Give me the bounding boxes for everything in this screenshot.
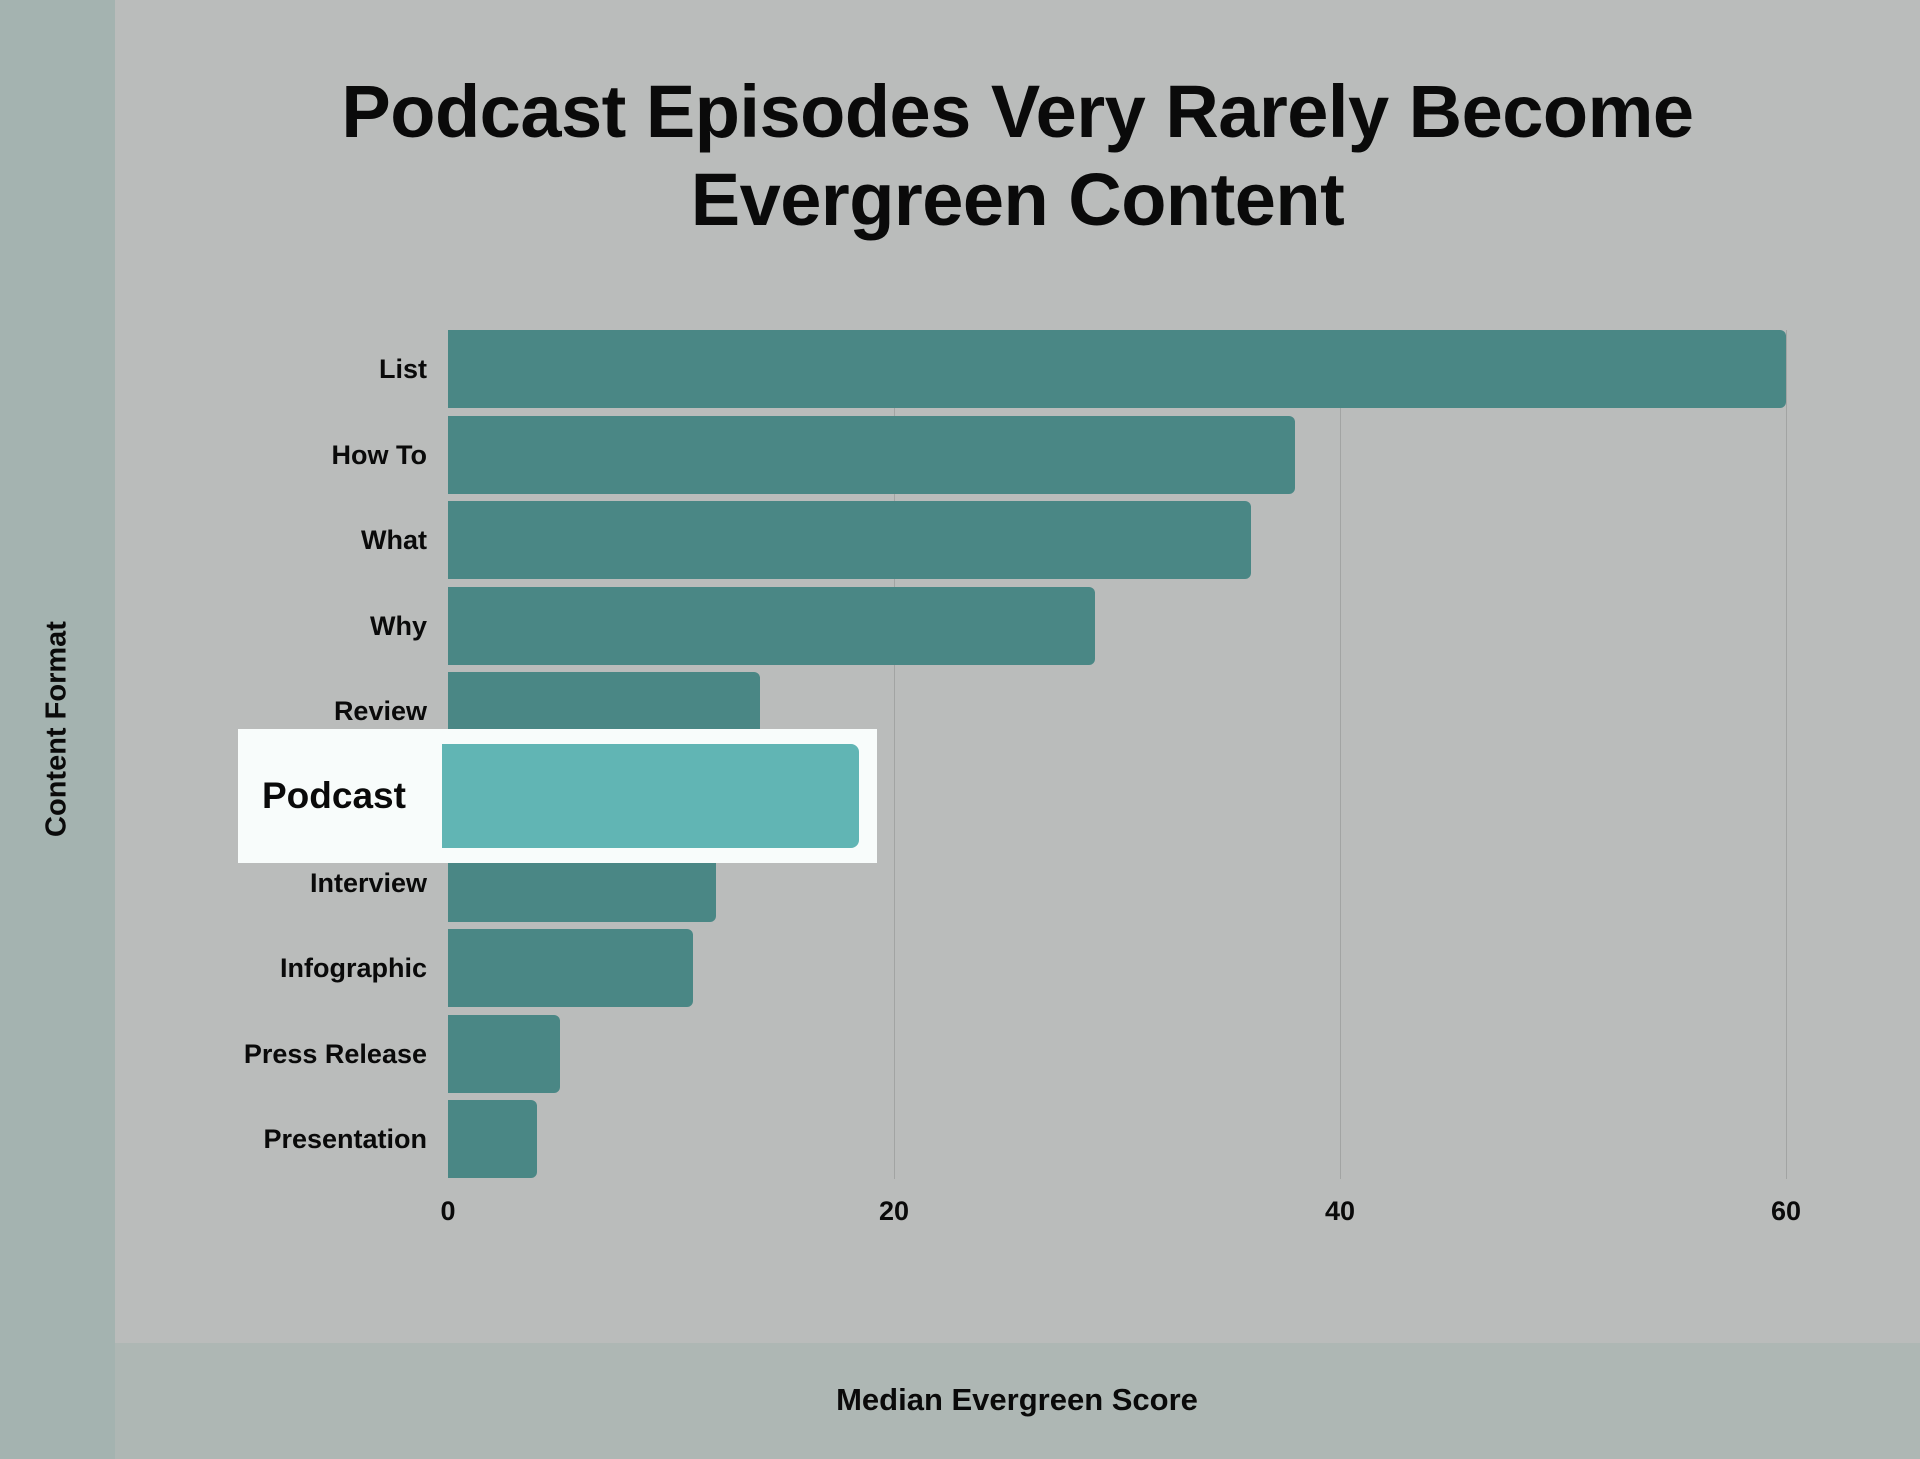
x-axis-band: Median Evergreen Score <box>115 1343 1920 1459</box>
podcast-highlight-bar <box>442 744 859 848</box>
category-label: List <box>378 354 427 384</box>
category-label: Review <box>333 696 427 726</box>
bar-presentation <box>448 1100 537 1178</box>
x-tick-20: 20 <box>878 1196 910 1226</box>
bar-infographic <box>448 929 693 1007</box>
bar-what <box>448 501 1251 579</box>
category-label: Interview <box>309 868 427 898</box>
gridline-20 <box>894 330 895 1179</box>
x-tick-40: 40 <box>1324 1196 1356 1226</box>
category-label: How To <box>331 440 427 470</box>
chart-title-line-2: Evergreen Content <box>690 158 1345 241</box>
x-axis-label: Median Evergreen Score <box>836 1382 1198 1417</box>
plot-area: List How To What Why Review Interview Infograp… <box>238 330 1802 1226</box>
bar-press-release <box>448 1015 560 1093</box>
bar-why <box>448 587 1095 665</box>
y-axis-band: Content Format <box>0 0 115 1459</box>
category-label: Presentation <box>263 1124 427 1154</box>
gridline-40 <box>1340 330 1341 1179</box>
chart-title: Podcast Episodes Very Rarely Become Ever… <box>115 68 1920 244</box>
category-label: What <box>361 525 427 555</box>
category-label: Press Release <box>243 1039 427 1069</box>
podcast-highlight-callout: Podcast <box>238 729 877 863</box>
bar-list <box>448 330 1786 408</box>
bar-how-to <box>448 416 1295 494</box>
category-label: Why <box>370 611 427 641</box>
x-tick-0: 0 <box>440 1196 456 1226</box>
x-tick-60: 60 <box>1770 1196 1802 1226</box>
podcast-highlight-label: Podcast <box>262 775 406 816</box>
gridline-60 <box>1786 330 1787 1179</box>
category-label: Infographic <box>280 953 427 983</box>
chart-title-line-1: Podcast Episodes Very Rarely Become <box>341 70 1694 153</box>
